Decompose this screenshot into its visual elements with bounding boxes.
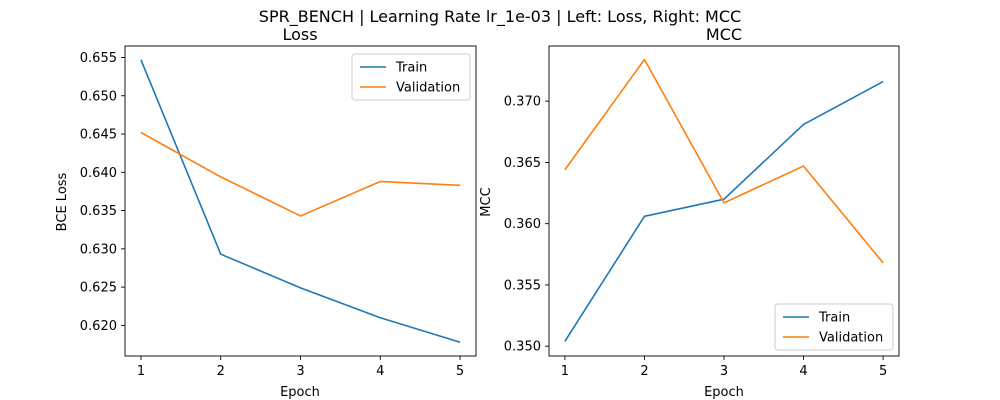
mcc-xlabel: Epoch (704, 385, 744, 400)
loss-xtick-label: 2 (217, 364, 225, 379)
loss-subplot: Loss Epoch BCE Loss 1 2 3 4 5 0.620 0.625 0.630… (55, 25, 477, 400)
loss-title: Loss (282, 25, 317, 44)
loss-legend: Train Validation (351, 53, 471, 101)
loss-ytick-label: 0.625 (80, 281, 117, 296)
loss-legend-label-train: Train (395, 61, 427, 76)
loss-xtick-label: 4 (376, 364, 384, 379)
mcc-ytick-label: 0.370 (504, 95, 541, 110)
mcc-legend: Train Validation (774, 303, 894, 351)
loss-ytick-label: 0.640 (80, 166, 117, 181)
loss-xtick-label: 1 (137, 364, 145, 379)
mcc-subplot: MCC Epoch MCC 1 2 3 4 5 0.350 0.355 0.360 0.365 0… (479, 25, 900, 400)
loss-xtick-label: 3 (296, 364, 304, 379)
mcc-xtick-label: 3 (720, 364, 728, 379)
loss-xtick-label: 5 (456, 364, 464, 379)
mcc-series-validation-line (564, 58, 884, 264)
mcc-legend-box (774, 303, 894, 351)
loss-series-train-line (140, 59, 461, 343)
mcc-ytick-label: 0.365 (504, 156, 541, 171)
loss-ytick-label: 0.655 (80, 51, 117, 66)
mcc-xtick-label: 4 (799, 364, 807, 379)
loss-legend-label-validation: Validation (396, 81, 460, 96)
mcc-ylabel: MCC (479, 187, 494, 216)
figure-suptitle: SPR_BENCH | Learning Rate lr_1e-03 | Lef… (259, 7, 741, 27)
mcc-ytick-label: 0.355 (504, 278, 541, 293)
mcc-legend-label-validation: Validation (819, 331, 883, 346)
loss-ytick-label: 0.650 (80, 89, 117, 104)
mcc-series-train-line (564, 80, 884, 342)
loss-series-validation-line (140, 131, 461, 217)
loss-xlabel: Epoch (280, 385, 320, 400)
loss-ytick-label: 0.620 (80, 319, 117, 334)
loss-ytick-label: 0.630 (80, 242, 117, 257)
mcc-legend-label-train: Train (818, 311, 850, 326)
mcc-ytick-label: 0.360 (504, 217, 541, 232)
loss-ytick-label: 0.645 (80, 128, 117, 143)
loss-legend-box (351, 53, 471, 101)
loss-ytick-label: 0.635 (80, 204, 117, 219)
loss-ylabel: BCE Loss (55, 172, 70, 231)
mcc-xtick-label: 2 (640, 364, 648, 379)
mcc-ytick-label: 0.350 (504, 340, 541, 355)
mcc-title: MCC (706, 25, 742, 44)
mcc-xtick-label: 5 (879, 364, 887, 379)
mcc-xtick-label: 1 (561, 364, 569, 379)
